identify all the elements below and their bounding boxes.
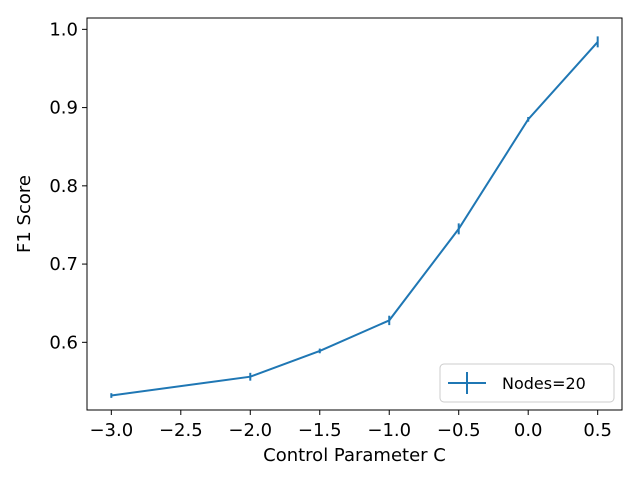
x-axis-label: Control Parameter C [263,445,446,466]
y-tick-label: 0.6 [49,332,78,353]
legend-box [439,363,615,403]
y-axis: 0.6 0.7 0.8 0.9 1.0 [49,19,87,353]
x-tick-label: −3.0 [89,420,133,441]
x-tick-label: 0.0 [514,420,543,441]
y-tick-label: 0.7 [49,254,78,275]
x-tick-label: −2.5 [159,420,203,441]
y-tick-label: 0.8 [49,176,78,197]
x-tick-label: −2.0 [228,420,272,441]
x-tick-label: −1.0 [367,420,411,441]
x-tick-label: −0.5 [437,420,481,441]
x-tick-label: −1.5 [298,420,342,441]
axes-frame [86,17,623,411]
series-layer [110,36,599,398]
y-axis-label: F1 Score [14,175,35,253]
x-tick-label: 0.5 [583,420,612,441]
y-tick-label: 0.9 [49,98,78,119]
legend: Nodes=20 [439,363,615,403]
legend-label: Nodes=20 [502,374,586,393]
x-axis: −3.0 −2.5 −2.0 −1.5 −1.0 −0.5 0.0 0.5 [89,410,612,441]
y-tick-label: 1.0 [49,19,78,40]
